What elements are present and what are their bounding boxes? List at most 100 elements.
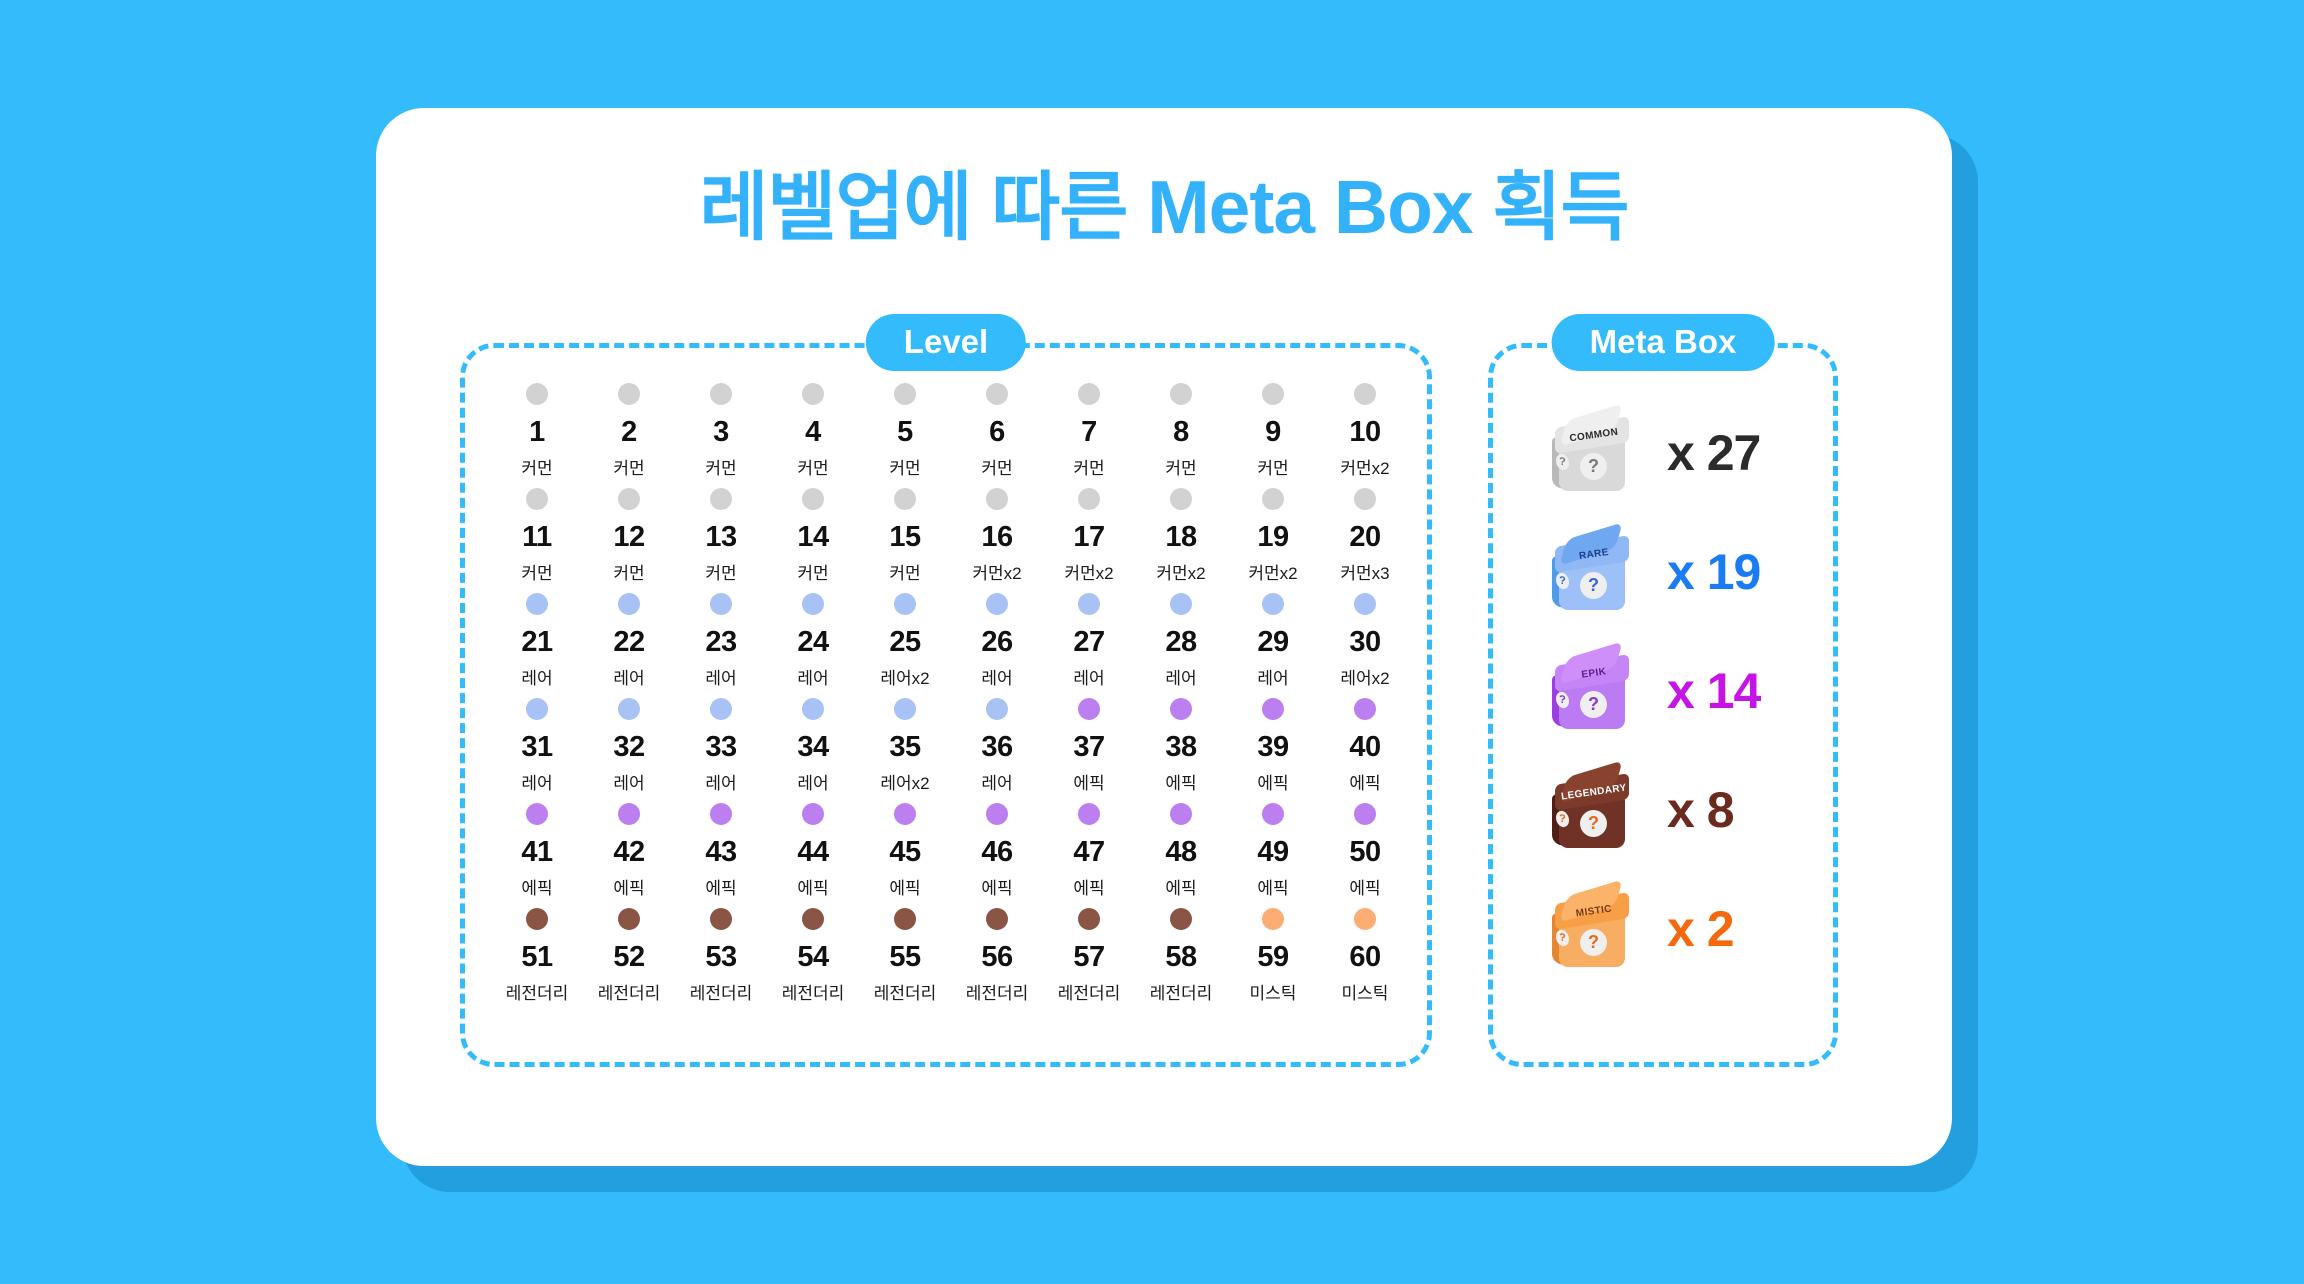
mystery-box-common-icon: COMMON??: [1545, 402, 1641, 501]
metabox-row[interactable]: COMMON?? x 27: [1493, 393, 1833, 512]
rarity-dot-legendary: [894, 908, 916, 930]
rarity-dot-epic: [802, 803, 824, 825]
level-cell[interactable]: 60 미스틱: [1319, 904, 1411, 1009]
metabox-row[interactable]: MISTIC?? x 2: [1493, 869, 1833, 988]
level-cell[interactable]: 7 커먼: [1043, 379, 1135, 484]
metabox-row[interactable]: RARE?? x 19: [1493, 512, 1833, 631]
rarity-dot-common: [1078, 488, 1100, 510]
level-number: 60: [1349, 941, 1381, 973]
metabox-count: x 8: [1667, 781, 1735, 838]
level-number: 1: [529, 416, 545, 448]
level-cell[interactable]: 12 커먼: [583, 484, 675, 589]
level-cell[interactable]: 38 에픽: [1135, 694, 1227, 799]
level-cell[interactable]: 36 레어: [951, 694, 1043, 799]
level-number: 26: [981, 626, 1013, 658]
level-number: 59: [1257, 941, 1289, 973]
level-reward-label: 레어x2: [1340, 669, 1390, 688]
level-cell[interactable]: 57 레전더리: [1043, 904, 1135, 1009]
level-cell[interactable]: 27 레어: [1043, 589, 1135, 694]
level-reward-label: 레어: [613, 774, 645, 793]
level-cell[interactable]: 32 레어: [583, 694, 675, 799]
level-number: 7: [1081, 416, 1097, 448]
level-cell[interactable]: 51 레전더리: [491, 904, 583, 1009]
level-cell[interactable]: 59 미스틱: [1227, 904, 1319, 1009]
level-cell[interactable]: 26 레어: [951, 589, 1043, 694]
level-cell[interactable]: 18 커먼x2: [1135, 484, 1227, 589]
page-title: 레벨업에 따른 Meta Box 획득: [699, 165, 1630, 249]
level-number: 44: [797, 836, 829, 868]
level-cell[interactable]: 49 에픽: [1227, 799, 1319, 904]
level-cell[interactable]: 1 커먼: [491, 379, 583, 484]
level-reward-label: 레어: [521, 774, 553, 793]
level-cell[interactable]: 5 커먼: [859, 379, 951, 484]
rarity-dot-rare: [802, 698, 824, 720]
level-reward-label: 레어: [613, 669, 645, 688]
level-number: 9: [1265, 416, 1281, 448]
level-cell[interactable]: 20 커먼x3: [1319, 484, 1411, 589]
level-cell[interactable]: 4 커먼: [767, 379, 859, 484]
level-cell[interactable]: 41 에픽: [491, 799, 583, 904]
level-cell[interactable]: 29 레어: [1227, 589, 1319, 694]
level-cell[interactable]: 16 커먼x2: [951, 484, 1043, 589]
level-cell[interactable]: 23 레어: [675, 589, 767, 694]
metabox-count: x 19: [1667, 543, 1761, 600]
level-cell[interactable]: 6 커먼: [951, 379, 1043, 484]
level-reward-label: 에픽: [797, 879, 829, 898]
level-cell[interactable]: 48 에픽: [1135, 799, 1227, 904]
level-cell[interactable]: 43 에픽: [675, 799, 767, 904]
level-cell[interactable]: 44 에픽: [767, 799, 859, 904]
level-cell[interactable]: 55 레전더리: [859, 904, 951, 1009]
rarity-dot-common: [1078, 383, 1100, 405]
level-cell[interactable]: 10 커먼x2: [1319, 379, 1411, 484]
level-cell[interactable]: 37 에픽: [1043, 694, 1135, 799]
level-cell[interactable]: 14 커먼: [767, 484, 859, 589]
level-cell[interactable]: 39 에픽: [1227, 694, 1319, 799]
level-cell[interactable]: 22 레어: [583, 589, 675, 694]
level-number: 13: [705, 521, 737, 553]
level-cell[interactable]: 50 에픽: [1319, 799, 1411, 904]
level-cell[interactable]: 24 레어: [767, 589, 859, 694]
level-reward-label: 커먼x2: [972, 564, 1022, 583]
question-mark-icon: ?: [1580, 690, 1607, 718]
level-reward-label: 커먼: [889, 459, 921, 478]
level-cell[interactable]: 15 커먼: [859, 484, 951, 589]
level-cell[interactable]: 58 레전더리: [1135, 904, 1227, 1009]
level-cell[interactable]: 34 레어: [767, 694, 859, 799]
level-reward-label: 레어: [705, 669, 737, 688]
level-number: 6: [989, 416, 1005, 448]
level-cell[interactable]: 33 레어: [675, 694, 767, 799]
level-cell[interactable]: 56 레전더리: [951, 904, 1043, 1009]
level-cell[interactable]: 45 에픽: [859, 799, 951, 904]
level-cell[interactable]: 47 에픽: [1043, 799, 1135, 904]
level-cell[interactable]: 21 레어: [491, 589, 583, 694]
rarity-dot-common: [802, 488, 824, 510]
level-cell[interactable]: 25 레어x2: [859, 589, 951, 694]
level-reward-label: 레어: [797, 774, 829, 793]
level-number: 21: [521, 626, 553, 658]
level-cell[interactable]: 13 커먼: [675, 484, 767, 589]
level-cell[interactable]: 28 레어: [1135, 589, 1227, 694]
rarity-dot-rare: [1262, 593, 1284, 615]
level-number: 58: [1165, 941, 1197, 973]
level-cell[interactable]: 53 레전더리: [675, 904, 767, 1009]
level-cell[interactable]: 30 레어x2: [1319, 589, 1411, 694]
level-cell[interactable]: 31 레어: [491, 694, 583, 799]
level-number: 12: [613, 521, 645, 553]
metabox-row[interactable]: EPIK?? x 14: [1493, 631, 1833, 750]
level-cell[interactable]: 52 레전더리: [583, 904, 675, 1009]
level-cell[interactable]: 19 커먼x2: [1227, 484, 1319, 589]
metabox-row[interactable]: LEGENDARY?? x 8: [1493, 750, 1833, 869]
level-cell[interactable]: 8 커먼: [1135, 379, 1227, 484]
level-cell[interactable]: 2 커먼: [583, 379, 675, 484]
level-cell[interactable]: 42 에픽: [583, 799, 675, 904]
level-cell[interactable]: 46 에픽: [951, 799, 1043, 904]
level-reward-label: 레전더리: [1057, 984, 1121, 1003]
level-cell[interactable]: 9 커먼: [1227, 379, 1319, 484]
level-cell[interactable]: 40 에픽: [1319, 694, 1411, 799]
level-cell[interactable]: 17 커먼x2: [1043, 484, 1135, 589]
level-cell[interactable]: 11 커먼: [491, 484, 583, 589]
level-cell[interactable]: 35 레어x2: [859, 694, 951, 799]
level-cell[interactable]: 54 레전더리: [767, 904, 859, 1009]
level-cell[interactable]: 3 커먼: [675, 379, 767, 484]
level-number: 56: [981, 941, 1013, 973]
